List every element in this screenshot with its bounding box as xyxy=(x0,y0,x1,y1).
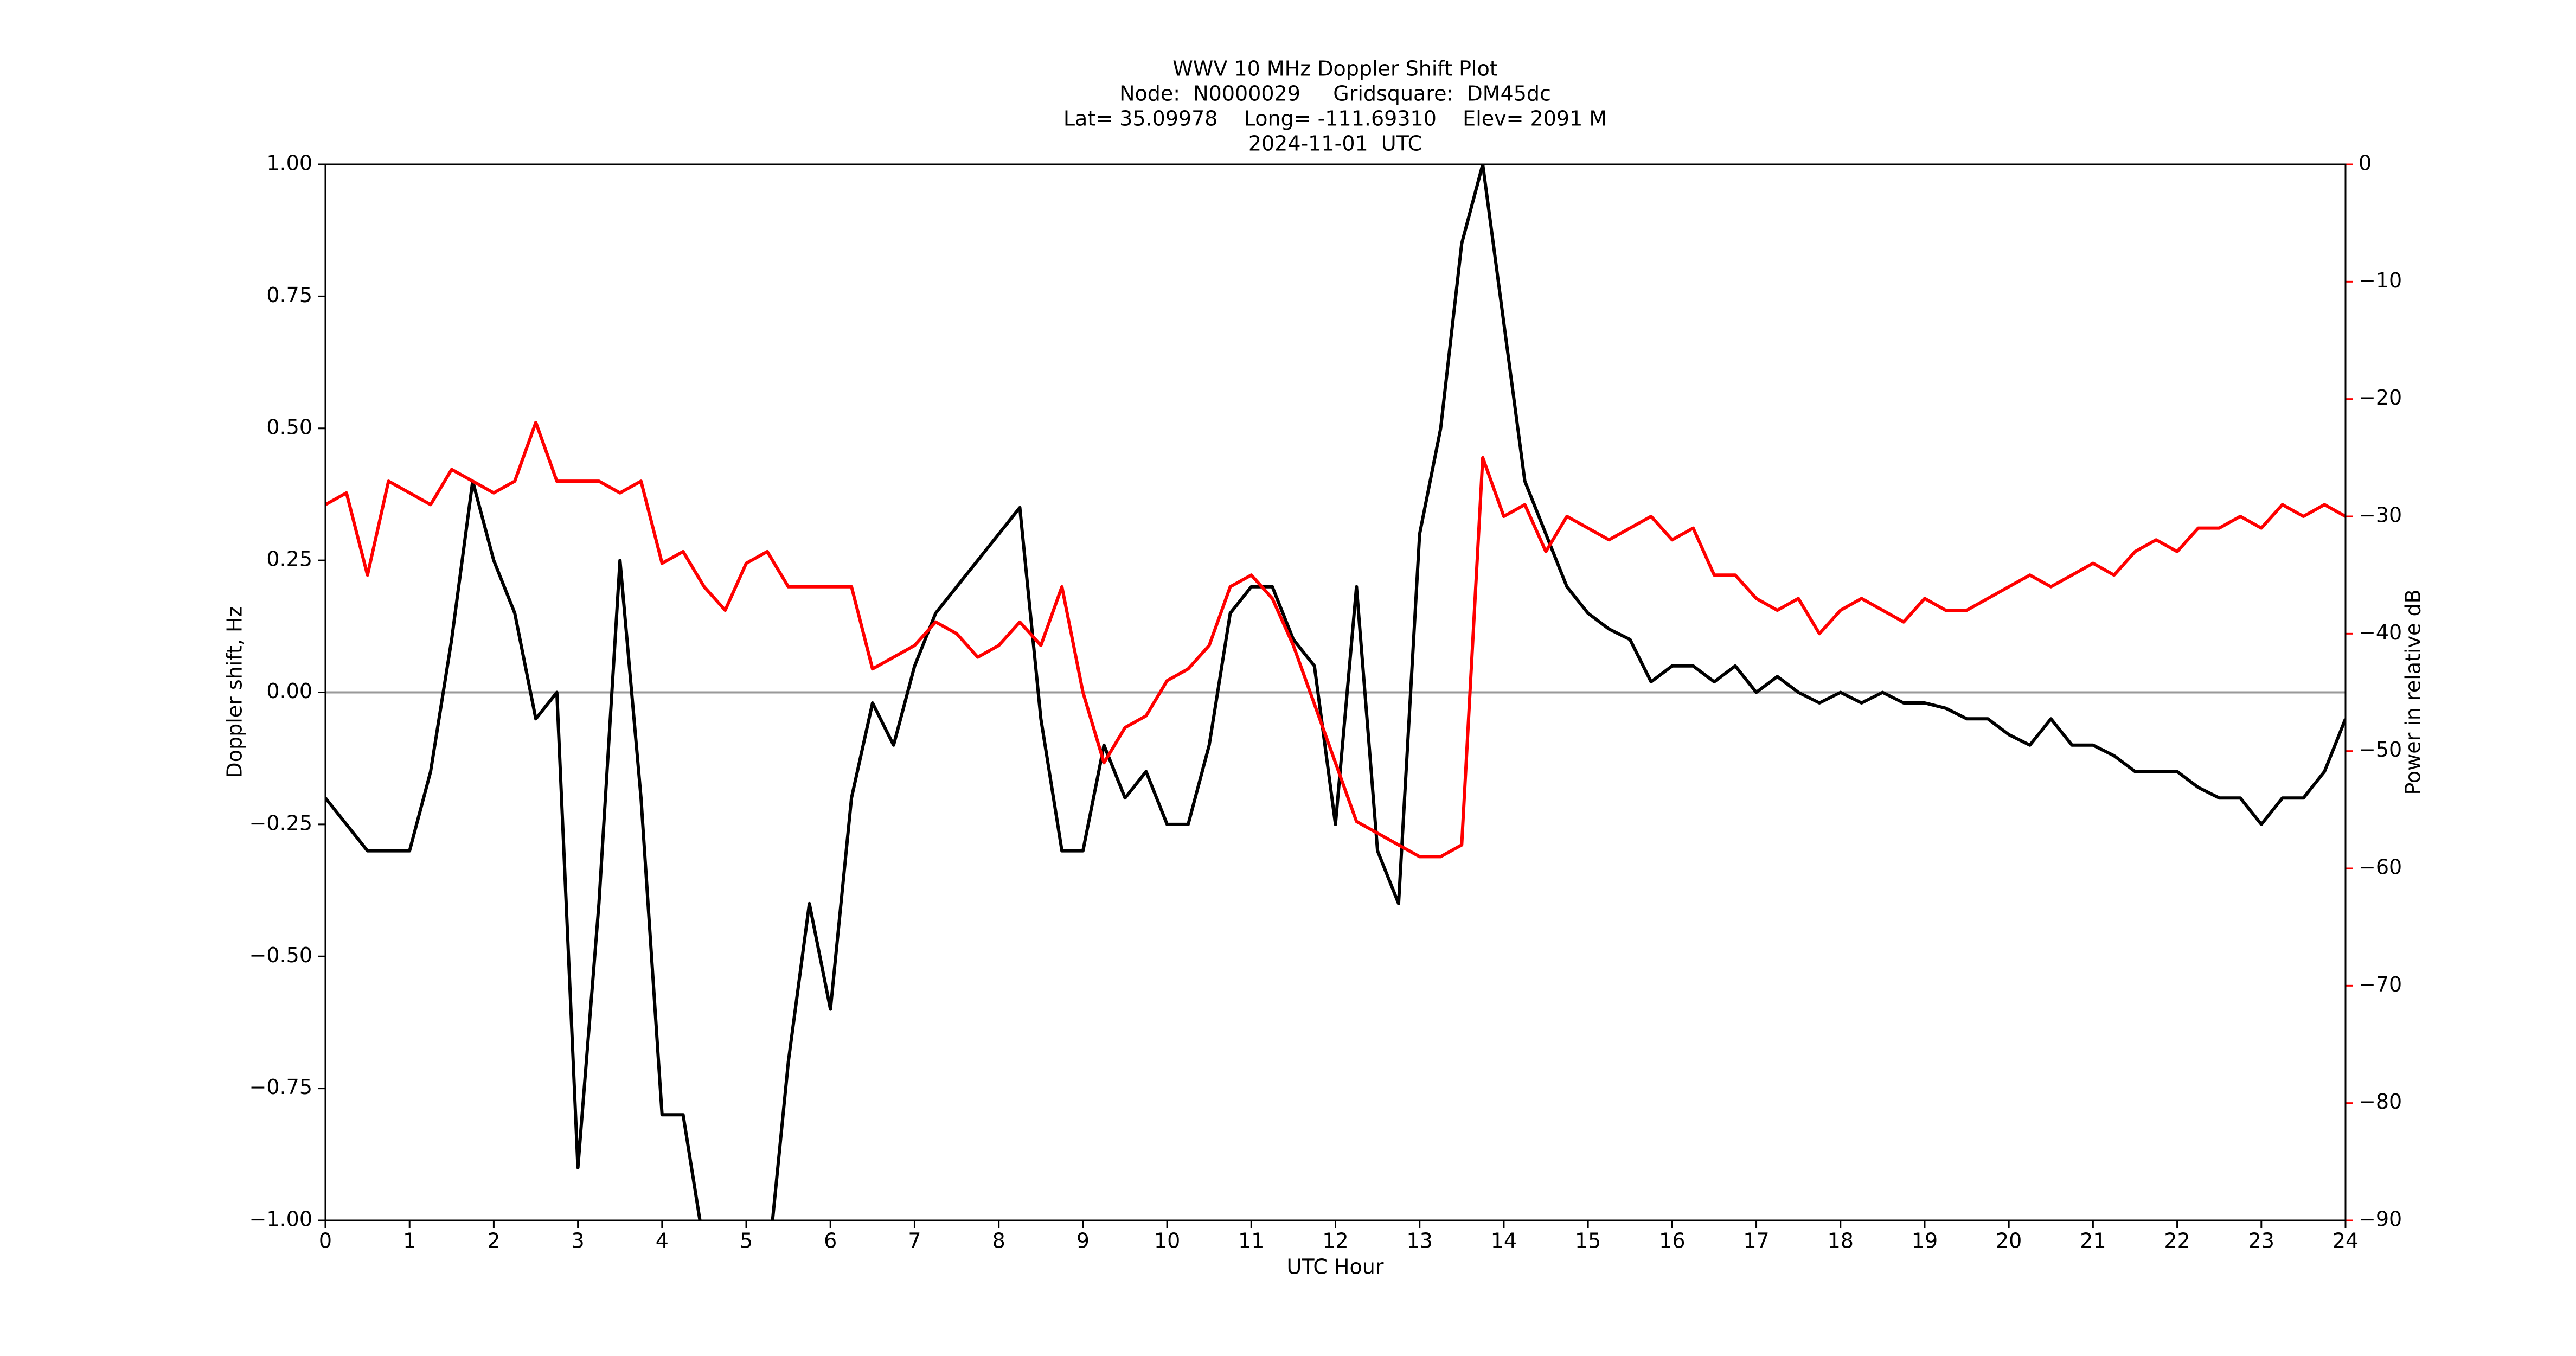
y2-tick-label: −90 xyxy=(2359,1207,2402,1231)
series-line xyxy=(325,164,2346,1220)
x-tick-label: 12 xyxy=(1322,1229,1348,1253)
chart-title: Lat= 35.09978 Long= -111.69310 Elev= 209… xyxy=(1063,107,1607,131)
y2-axis-label: Power in relative dB xyxy=(2401,589,2425,795)
y2-tick-label: −60 xyxy=(2359,855,2402,879)
y-tick-label: 0.50 xyxy=(266,415,312,439)
x-tick-label: 24 xyxy=(2333,1229,2359,1253)
y-tick-label: −0.75 xyxy=(249,1075,312,1099)
x-axis-label: UTC Hour xyxy=(1287,1255,1384,1279)
y2-tick-label: −30 xyxy=(2359,503,2402,527)
x-tick-label: 1 xyxy=(403,1229,416,1253)
x-tick-label: 2 xyxy=(487,1229,500,1253)
x-tick-label: 13 xyxy=(1407,1229,1433,1253)
x-tick-label: 14 xyxy=(1491,1229,1517,1253)
y2-tick-label: −10 xyxy=(2359,268,2402,292)
y-tick-label: −0.50 xyxy=(249,943,312,967)
y2-tick-label: 0 xyxy=(2359,151,2372,175)
y-tick-label: 0.75 xyxy=(266,283,312,307)
x-tick-label: 22 xyxy=(2164,1229,2190,1253)
x-tick-label: 4 xyxy=(656,1229,669,1253)
y-tick-label: 1.00 xyxy=(266,151,312,175)
y-tick-label: −0.25 xyxy=(249,811,312,835)
x-tick-label: 19 xyxy=(1912,1229,1938,1253)
series-line xyxy=(325,420,2346,859)
y2-tick-label: −20 xyxy=(2359,386,2402,410)
plot-frame xyxy=(324,163,2347,1221)
x-tick-label: 23 xyxy=(2248,1229,2274,1253)
x-tick-label: 10 xyxy=(1154,1229,1180,1253)
x-tick-label: 11 xyxy=(1238,1229,1264,1253)
chart-title: 2024-11-01 UTC xyxy=(1248,132,1422,156)
x-tick-label: 15 xyxy=(1575,1229,1601,1253)
x-tick-label: 9 xyxy=(1076,1229,1090,1253)
chart-title: Node: N0000029 Gridsquare: DM45dc xyxy=(1119,82,1551,106)
x-tick-label: 17 xyxy=(1743,1229,1769,1253)
y-tick-label: 0.25 xyxy=(266,547,312,571)
y2-tick-label: −70 xyxy=(2359,973,2402,996)
x-tick-label: 7 xyxy=(908,1229,921,1253)
x-tick-label: 6 xyxy=(824,1229,837,1253)
y-tick-label: −1.00 xyxy=(249,1207,312,1231)
x-tick-label: 18 xyxy=(1828,1229,1854,1253)
y-axis-label: Doppler shift, Hz xyxy=(223,606,247,778)
x-tick-label: 21 xyxy=(2080,1229,2106,1253)
x-tick-label: 5 xyxy=(740,1229,753,1253)
y2-tick-label: −50 xyxy=(2359,738,2402,762)
x-tick-label: 20 xyxy=(1996,1229,2022,1253)
x-tick-label: 0 xyxy=(319,1229,332,1253)
y-tick-label: 0.00 xyxy=(266,679,312,703)
x-tick-label: 8 xyxy=(992,1229,1005,1253)
y2-tick-label: −80 xyxy=(2359,1090,2402,1114)
chart-title: WWV 10 MHz Doppler Shift Plot xyxy=(1172,57,1498,81)
y2-tick-label: −40 xyxy=(2359,621,2402,644)
x-tick-label: 3 xyxy=(572,1229,585,1253)
x-tick-label: 16 xyxy=(1659,1229,1685,1253)
